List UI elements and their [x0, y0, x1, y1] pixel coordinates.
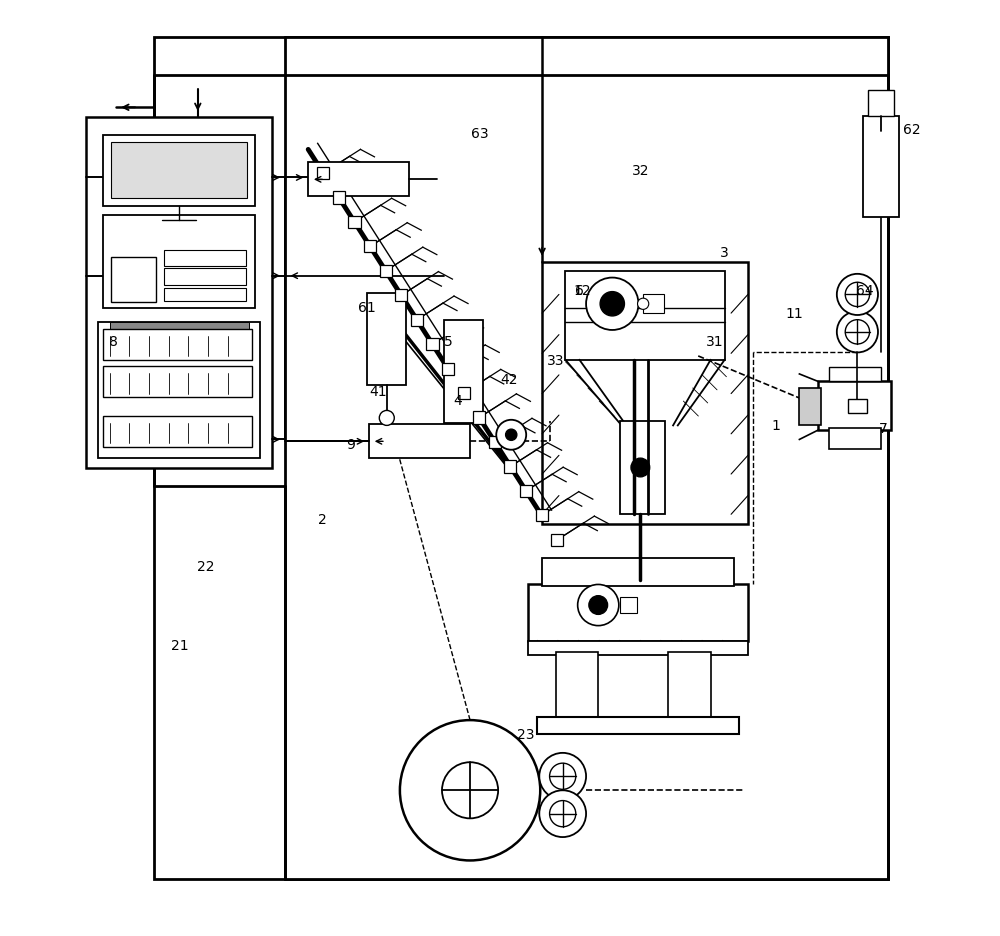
Bar	[426, 339, 439, 351]
Bar	[86, 118, 272, 468]
Text: 62: 62	[903, 123, 920, 137]
Bar	[98, 323, 260, 459]
Bar	[411, 314, 423, 327]
Text: 63: 63	[471, 126, 488, 140]
Bar	[103, 215, 255, 309]
Bar	[542, 559, 734, 587]
Bar	[317, 168, 329, 180]
Text: 32: 32	[632, 164, 649, 178]
Circle shape	[837, 274, 878, 315]
Bar	[395, 290, 407, 302]
Text: 31: 31	[706, 335, 724, 349]
Bar	[164, 269, 246, 285]
Bar	[458, 388, 470, 400]
Text: 64: 64	[856, 284, 874, 298]
Bar	[489, 436, 501, 448]
Bar	[528, 585, 748, 641]
Text: 42: 42	[501, 373, 518, 387]
Text: 41: 41	[370, 385, 387, 399]
Circle shape	[845, 320, 870, 344]
Circle shape	[578, 585, 619, 626]
Bar	[333, 192, 345, 204]
Bar	[863, 117, 899, 217]
Bar	[285, 38, 888, 879]
Bar	[818, 382, 891, 431]
Circle shape	[586, 278, 638, 330]
Bar	[154, 38, 888, 879]
Bar	[504, 461, 516, 473]
Bar	[520, 485, 532, 497]
Circle shape	[539, 753, 586, 799]
Circle shape	[400, 721, 540, 860]
Bar	[110, 323, 249, 351]
Bar	[537, 718, 739, 735]
Text: 21: 21	[171, 638, 189, 652]
Bar	[103, 367, 252, 398]
Bar	[442, 363, 454, 375]
Text: 22: 22	[197, 559, 214, 573]
Bar	[643, 295, 664, 314]
Bar	[473, 412, 485, 424]
Circle shape	[506, 430, 517, 441]
Circle shape	[550, 764, 576, 789]
Bar	[444, 320, 483, 423]
Circle shape	[631, 459, 650, 477]
Bar	[829, 368, 881, 382]
Bar	[364, 241, 376, 254]
Bar	[556, 652, 598, 721]
Bar	[542, 262, 748, 524]
Bar	[536, 510, 548, 522]
Circle shape	[845, 283, 870, 307]
Text: 1: 1	[772, 419, 780, 433]
Text: 33: 33	[547, 354, 565, 368]
Bar	[369, 425, 470, 459]
Bar	[367, 294, 406, 386]
Bar	[668, 652, 711, 721]
Text: 7: 7	[879, 422, 888, 436]
Bar	[308, 163, 409, 197]
Bar	[848, 400, 867, 414]
Circle shape	[589, 596, 608, 615]
Bar	[103, 329, 252, 360]
Bar	[868, 91, 894, 117]
Bar	[103, 417, 252, 447]
Text: 3: 3	[720, 246, 729, 260]
Text: 5: 5	[444, 335, 453, 349]
Bar	[620, 597, 637, 613]
Bar	[565, 271, 725, 360]
Text: 11: 11	[786, 307, 804, 321]
Circle shape	[539, 790, 586, 837]
Text: 2: 2	[318, 512, 327, 526]
Circle shape	[600, 292, 624, 316]
Bar	[111, 143, 247, 198]
Text: 9: 9	[346, 438, 355, 452]
Circle shape	[837, 312, 878, 353]
Bar	[799, 388, 821, 426]
Bar	[103, 137, 255, 206]
Circle shape	[638, 299, 649, 310]
Circle shape	[379, 411, 394, 426]
Bar	[620, 421, 665, 515]
Bar	[829, 429, 881, 449]
Text: 8: 8	[109, 335, 118, 349]
Circle shape	[442, 763, 498, 818]
Bar	[111, 257, 156, 302]
Bar	[164, 250, 246, 267]
Text: 61: 61	[358, 300, 376, 314]
Bar	[164, 288, 246, 301]
Text: 23: 23	[517, 727, 535, 741]
Text: 4: 4	[454, 394, 462, 408]
Circle shape	[550, 800, 576, 826]
Bar	[348, 216, 361, 228]
Text: 12: 12	[574, 284, 591, 298]
Bar	[528, 641, 748, 655]
Bar	[551, 534, 563, 547]
Circle shape	[496, 420, 526, 450]
Text: 6: 6	[575, 284, 584, 298]
Bar	[380, 266, 392, 278]
